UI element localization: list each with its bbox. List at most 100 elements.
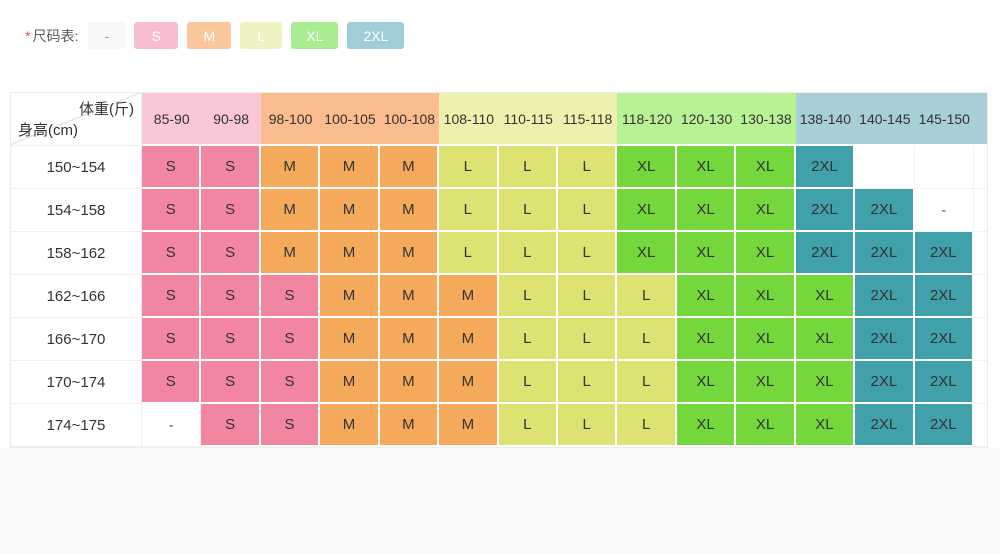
size-cell-2xl: 2XL bbox=[914, 404, 974, 447]
row-header-158-162: 158~162 bbox=[11, 232, 142, 275]
row-filler bbox=[973, 189, 987, 232]
size-cell-xl: XL bbox=[736, 404, 796, 447]
size-cell-l: L bbox=[498, 275, 558, 318]
row-header-166-170: 166~170 bbox=[11, 318, 142, 361]
size-cell-m: M bbox=[320, 232, 380, 275]
size-cell-xl: XL bbox=[736, 189, 796, 232]
size-cell-s: S bbox=[142, 275, 202, 318]
row-header-174-175: 174~175 bbox=[11, 404, 142, 447]
table-header-row: 体重(斤) 身高(cm) 85-90 90-98 98-100 100-105 100-… bbox=[11, 93, 987, 146]
row-filler bbox=[973, 146, 987, 189]
col-header-115-118: 115-118 bbox=[557, 93, 618, 146]
size-cell-s: S bbox=[201, 318, 261, 361]
size-cell-xl: XL bbox=[676, 318, 737, 361]
size-cell-2xl: 2XL bbox=[855, 232, 915, 275]
size-cell-xl: XL bbox=[676, 146, 737, 189]
row-filler bbox=[973, 318, 987, 361]
size-cell-l: L bbox=[557, 189, 618, 232]
col-header-138-140: 138-140 bbox=[795, 93, 856, 146]
size-cell-2xl: 2XL bbox=[914, 318, 974, 361]
size-cell-2xl: 2XL bbox=[855, 275, 915, 318]
required-asterisk: * bbox=[25, 27, 31, 44]
size-cell-m: M bbox=[379, 404, 440, 447]
size-cell-2xl: 2XL bbox=[855, 189, 915, 232]
size-chart-table: 体重(斤) 身高(cm) 85-90 90-98 98-100 100-105 100-… bbox=[10, 92, 988, 448]
header-filler bbox=[973, 93, 987, 146]
size-cell-l: L bbox=[498, 189, 558, 232]
table-row-170-174: 170~174 S S S M M M L L L XL XL XL 2XL 2XL bbox=[11, 361, 987, 404]
size-cell-s: S bbox=[201, 361, 261, 404]
size-cell-xl: XL bbox=[736, 146, 796, 189]
size-cell-xl: XL bbox=[736, 361, 796, 404]
row-header-170-174: 170~174 bbox=[11, 361, 142, 404]
legend-size-s-button[interactable]: S bbox=[134, 22, 179, 49]
size-cell-xl: XL bbox=[736, 275, 796, 318]
col-header-145-150: 145-150 bbox=[914, 93, 974, 146]
size-cell-2xl: 2XL bbox=[855, 361, 915, 404]
size-chart-legend: * 尺码表: - S M L XL 2XL bbox=[25, 22, 413, 49]
size-cell-s: S bbox=[142, 232, 202, 275]
size-cell-xl: XL bbox=[795, 318, 856, 361]
size-cell-m: M bbox=[260, 232, 321, 275]
size-cell-dash: - bbox=[914, 189, 974, 232]
table-row-158-162: 158~162 S S M M M L L L XL XL XL 2XL 2XL 2XL bbox=[11, 232, 987, 275]
size-cell-2xl: 2XL bbox=[795, 232, 856, 275]
row-filler bbox=[973, 232, 987, 275]
size-cell-s: S bbox=[201, 146, 261, 189]
col-header-120-130: 120-130 bbox=[676, 93, 737, 146]
size-cell-xl: XL bbox=[676, 189, 737, 232]
legend-size-2xl-button[interactable]: 2XL bbox=[347, 22, 405, 49]
legend-size-dash-button[interactable]: - bbox=[88, 22, 126, 49]
size-cell-l: L bbox=[617, 275, 677, 318]
size-cell-s: S bbox=[260, 361, 321, 404]
col-header-140-145: 140-145 bbox=[855, 93, 915, 146]
row-filler bbox=[973, 404, 987, 447]
size-chart-label-text: 尺码表: bbox=[32, 27, 79, 44]
size-cell-2xl: 2XL bbox=[795, 146, 856, 189]
size-cell-xl: XL bbox=[617, 189, 677, 232]
height-axis-label: 身高(cm) bbox=[18, 122, 78, 139]
size-cell-m: M bbox=[379, 275, 440, 318]
row-header-162-166: 162~166 bbox=[11, 275, 142, 318]
col-header-100-105: 100-105 bbox=[320, 93, 380, 146]
size-cell-m: M bbox=[379, 318, 440, 361]
size-cell-s: S bbox=[260, 318, 321, 361]
legend-size-l-button[interactable]: L bbox=[240, 22, 283, 49]
weight-axis-label: 体重(斤) bbox=[79, 101, 134, 118]
size-cell-s: S bbox=[260, 404, 321, 447]
row-header-154-158: 154~158 bbox=[11, 189, 142, 232]
size-cell-xl: XL bbox=[795, 361, 856, 404]
size-cell-l: L bbox=[498, 361, 558, 404]
size-cell-s: S bbox=[142, 146, 202, 189]
size-cell-2xl: 2XL bbox=[914, 232, 974, 275]
legend-size-xl-button[interactable]: XL bbox=[291, 22, 339, 49]
size-cell-s: S bbox=[201, 275, 261, 318]
size-chart-label: * 尺码表: bbox=[25, 26, 78, 46]
table-row-150-154: 150~154 S S M M M L L L XL XL XL 2XL bbox=[11, 146, 987, 189]
size-cell-dash: - bbox=[142, 404, 202, 447]
size-cell-l: L bbox=[498, 318, 558, 361]
size-cell-m: M bbox=[379, 361, 440, 404]
size-cell-xl: XL bbox=[617, 146, 677, 189]
size-cell-s: S bbox=[201, 232, 261, 275]
row-header-150-154: 150~154 bbox=[11, 146, 142, 189]
size-cell-s: S bbox=[142, 318, 202, 361]
size-cell-xl: XL bbox=[736, 318, 796, 361]
row-filler bbox=[973, 275, 987, 318]
size-cell-s: S bbox=[142, 361, 202, 404]
size-cell-xl: XL bbox=[617, 232, 677, 275]
col-header-108-110: 108-110 bbox=[439, 93, 499, 146]
size-cell-m: M bbox=[320, 404, 380, 447]
size-cell-s: S bbox=[201, 404, 261, 447]
col-header-110-115: 110-115 bbox=[498, 93, 558, 146]
size-cell-m: M bbox=[320, 361, 380, 404]
size-cell-xl: XL bbox=[795, 404, 856, 447]
size-cell-xl: XL bbox=[676, 361, 737, 404]
legend-size-m-button[interactable]: M bbox=[187, 22, 232, 49]
size-cell-l: L bbox=[617, 361, 677, 404]
row-filler bbox=[973, 361, 987, 404]
size-cell-m: M bbox=[260, 146, 321, 189]
size-cell-m: M bbox=[439, 404, 499, 447]
size-cell-2xl: 2XL bbox=[855, 404, 915, 447]
size-cell-l: L bbox=[498, 404, 558, 447]
